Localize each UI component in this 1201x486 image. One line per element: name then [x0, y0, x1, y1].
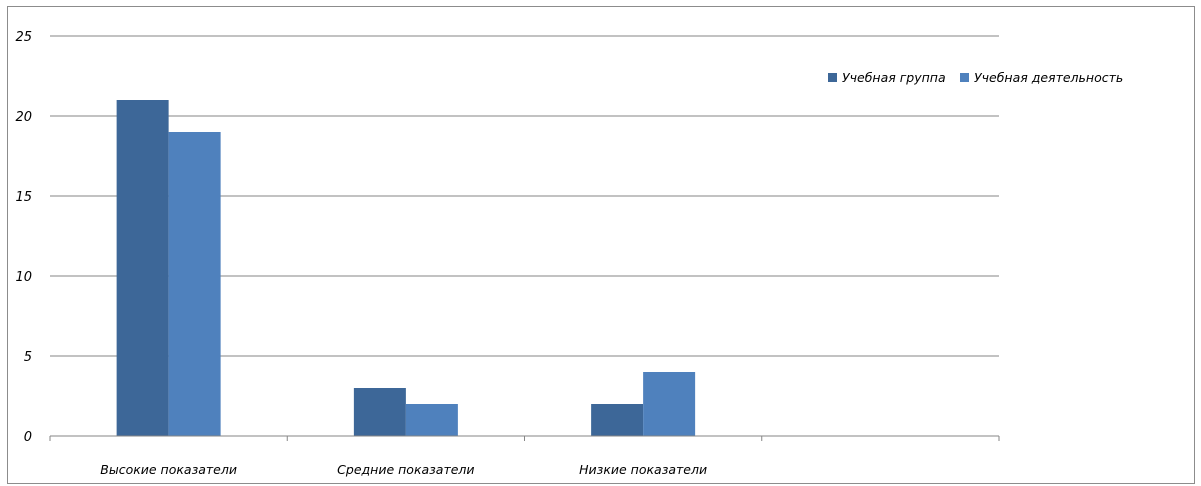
- bar-uchebnaya-gruppa: [353, 388, 406, 436]
- y-tick-label: 25: [15, 30, 32, 45]
- bars: [116, 100, 696, 436]
- y-axis-ticks: 0 5 10 15 20 25: [15, 30, 32, 445]
- bar-uchebnaya-deyatelnost: [643, 372, 696, 436]
- legend-label-uchebnaya-gruppa: Учебная группа: [842, 70, 946, 85]
- bar-uchebnaya-gruppa: [116, 100, 169, 436]
- legend-label-uchebnaya-deyatelnost: Учебная деятельность: [974, 70, 1123, 85]
- bar-uchebnaya-gruppa: [591, 404, 644, 436]
- y-tick-label: 20: [15, 110, 32, 125]
- legend: Учебная группа Учебная деятельность: [828, 70, 1123, 85]
- bar-uchebnaya-deyatelnost: [405, 404, 458, 436]
- legend-swatch-uchebnaya-deyatelnost: [960, 73, 969, 82]
- bar-uchebnaya-deyatelnost: [168, 132, 221, 436]
- x-category-label: Высокие показатели: [100, 462, 237, 477]
- y-tick-label: 10: [15, 270, 32, 285]
- y-tick-label: 5: [24, 350, 32, 365]
- y-tick-label: 15: [15, 190, 32, 205]
- x-axis: Высокие показатели Средние показатели Низк…: [49, 435, 1000, 477]
- y-tick-label: 0: [24, 430, 32, 445]
- x-category-label: Средние показатели: [337, 462, 474, 477]
- legend-swatch-uchebnaya-gruppa: [828, 73, 837, 82]
- x-category-label: Низкие показатели: [579, 462, 707, 477]
